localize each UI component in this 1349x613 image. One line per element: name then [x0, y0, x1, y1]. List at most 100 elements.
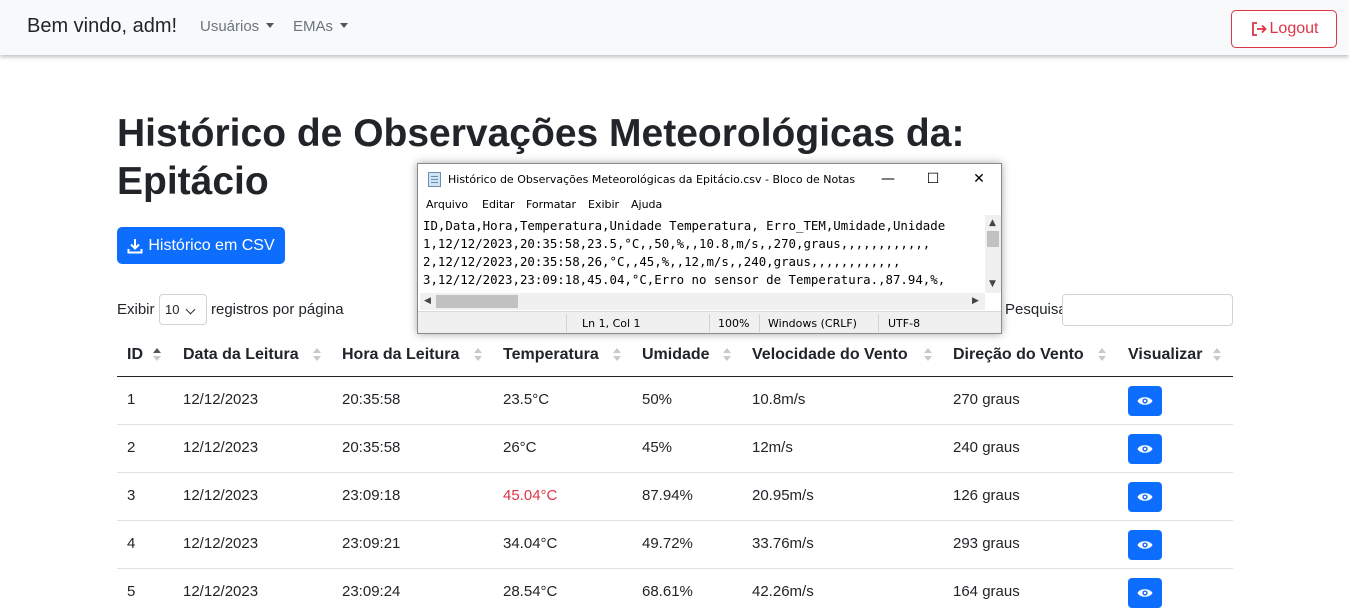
scroll-thumb[interactable] — [436, 295, 518, 308]
cell-date: 12/12/2023 — [183, 535, 259, 552]
table-row: 1 12/12/2023 20:35:58 23.5°C 50% 10.8m/s… — [117, 377, 1233, 425]
cell-wind-direction: 164 graus — [953, 583, 1020, 600]
observations-table: ID Data da Leitura Hora da Leitura Tempe… — [117, 332, 1233, 613]
length-suffix: registros por página — [211, 301, 344, 318]
notepad-icon — [428, 172, 441, 187]
eye-icon — [1137, 589, 1153, 597]
maximize-button[interactable]: ☐ — [926, 171, 940, 187]
vertical-scrollbar[interactable]: ▲ ▼ — [985, 215, 1001, 293]
horizontal-scrollbar[interactable]: ◀ ▶ — [420, 293, 985, 310]
close-button[interactable]: ✕ — [973, 171, 985, 187]
menu-exibir[interactable]: Exibir — [588, 198, 620, 211]
menu-editar[interactable]: Editar — [482, 198, 515, 211]
text-line: ID,Data,Hora,Temperatura,Unidade Tempera… — [423, 218, 946, 233]
notepad-statusbar: Ln 1, Col 1 100% Windows (CRLF) UTF-8 — [418, 311, 1001, 333]
header-wind-direction[interactable]: Direção do Vento — [953, 346, 1084, 363]
cell-wind-speed: 42.26m/s — [752, 583, 814, 600]
cell-time: 23:09:18 — [342, 487, 401, 504]
menu-arquivo[interactable]: Arquivo — [426, 198, 469, 211]
sort-icon — [313, 348, 321, 362]
search-input[interactable] — [1062, 294, 1233, 326]
logout-icon — [1251, 22, 1267, 36]
view-button[interactable] — [1128, 482, 1162, 512]
cell-date: 12/12/2023 — [183, 487, 259, 504]
header-humidity[interactable]: Umidade — [642, 346, 710, 363]
cell-temperature: 34.04°C — [503, 535, 558, 552]
menu-formatar[interactable]: Formatar — [526, 198, 577, 211]
chevron-down-icon — [266, 23, 275, 28]
minimize-button[interactable]: — — [881, 171, 895, 187]
download-icon — [127, 238, 143, 253]
sort-icon — [1098, 348, 1106, 362]
page-title-line1: Histórico de Observações Meteorológicas … — [117, 112, 965, 155]
text-line: 2,12/12/2023,20:35:58,26,°C,,45,%,,12,m/… — [423, 254, 901, 269]
page-length-select[interactable]: 10 — [159, 294, 207, 325]
logout-button[interactable]: Logout — [1231, 10, 1337, 48]
cell-humidity: 87.94% — [642, 487, 693, 504]
nav-users-label: Usuários — [200, 18, 260, 35]
cell-temperature-error: 45.04°C — [503, 487, 558, 504]
page-length-value: 10 — [165, 302, 180, 317]
cell-id: 2 — [127, 439, 136, 456]
status-position: Ln 1, Col 1 — [582, 317, 641, 330]
status-zoom: 100% — [718, 317, 750, 330]
scroll-down-icon[interactable]: ▼ — [989, 279, 996, 289]
eye-icon — [1137, 397, 1153, 405]
cell-date: 12/12/2023 — [183, 439, 259, 456]
cell-temperature: 28.54°C — [503, 583, 558, 600]
header-date[interactable]: Data da Leitura — [183, 346, 299, 363]
cell-id: 3 — [127, 487, 136, 504]
cell-temperature: 23.5°C — [503, 391, 550, 408]
notepad-window: Histórico de Observações Meteorológicas … — [417, 163, 1002, 334]
sort-icon — [1213, 348, 1221, 362]
view-button[interactable] — [1128, 530, 1162, 560]
table-row: 4 12/12/2023 23:09:21 34.04°C 49.72% 33.… — [117, 521, 1233, 569]
scroll-up-icon[interactable]: ▲ — [989, 218, 996, 228]
eye-icon — [1137, 493, 1153, 501]
logout-label: Logout — [1269, 20, 1319, 37]
header-view[interactable]: Visualizar — [1128, 346, 1203, 363]
length-prefix: Exibir — [117, 301, 155, 318]
scroll-left-icon[interactable]: ◀ — [424, 296, 431, 306]
header-id[interactable]: ID — [127, 346, 143, 363]
notepad-menubar: Arquivo Editar Formatar Exibir Ajuda — [418, 196, 1001, 214]
cell-wind-speed: 12m/s — [752, 439, 793, 456]
header-time[interactable]: Hora da Leitura — [342, 346, 460, 363]
notepad-titlebar[interactable]: Histórico de Observações Meteorológicas … — [418, 164, 1001, 194]
search-label: Pesquisar: — [1005, 301, 1076, 318]
table-header: ID Data da Leitura Hora da Leitura Tempe… — [117, 332, 1233, 377]
cell-date: 12/12/2023 — [183, 391, 259, 408]
header-wind-speed[interactable]: Velocidade do Vento — [752, 346, 908, 363]
cell-wind-speed: 33.76m/s — [752, 535, 814, 552]
cell-wind-direction: 293 graus — [953, 535, 1020, 552]
scroll-right-icon[interactable]: ▶ — [972, 296, 979, 306]
cell-temperature: 26°C — [503, 439, 537, 456]
cell-id: 5 — [127, 583, 136, 600]
sort-icon — [924, 348, 932, 362]
cell-date: 12/12/2023 — [183, 583, 259, 600]
sort-icon — [474, 348, 482, 362]
cell-humidity: 49.72% — [642, 535, 693, 552]
cell-time: 20:35:58 — [342, 391, 401, 408]
page-title: Histórico de Observações Meteorológicas … — [117, 110, 1017, 206]
table-row: 3 12/12/2023 23:09:18 45.04°C 87.94% 20.… — [117, 473, 1233, 521]
view-button[interactable] — [1128, 386, 1162, 416]
header-temperature[interactable]: Temperatura — [503, 346, 599, 363]
scroll-thumb[interactable] — [987, 231, 999, 247]
view-button[interactable] — [1128, 434, 1162, 464]
status-encoding: UTF-8 — [888, 317, 921, 330]
nav-users-dropdown[interactable]: Usuários — [200, 18, 275, 35]
menu-ajuda[interactable]: Ajuda — [631, 198, 663, 211]
cell-id: 4 — [127, 535, 136, 552]
eye-icon — [1137, 541, 1153, 549]
csv-download-label: Histórico em CSV — [148, 236, 275, 254]
cell-time: 20:35:58 — [342, 439, 401, 456]
sort-icon — [613, 348, 621, 362]
notepad-text-area[interactable]: ID,Data,Hora,Temperatura,Unidade Tempera… — [420, 215, 985, 293]
navbar-brand[interactable]: Bem vindo, adm! — [27, 15, 178, 37]
csv-download-button[interactable]: Histórico em CSV — [117, 227, 285, 264]
cell-time: 23:09:24 — [342, 583, 401, 600]
nav-emas-dropdown[interactable]: EMAs — [293, 18, 349, 35]
view-button[interactable] — [1128, 578, 1162, 608]
table-row: 2 12/12/2023 20:35:58 26°C 45% 12m/s 240… — [117, 425, 1233, 473]
